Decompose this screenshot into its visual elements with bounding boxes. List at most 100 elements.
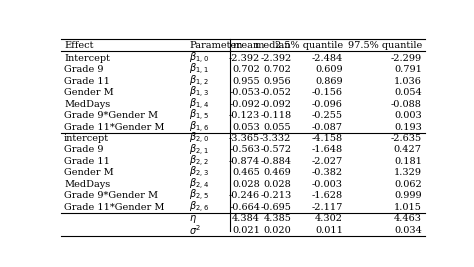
Text: -0.246: -0.246 xyxy=(229,191,260,200)
Text: 0.999: 0.999 xyxy=(394,191,422,200)
Text: MedDays: MedDays xyxy=(64,100,110,109)
Text: $\sigma^2$: $\sigma^2$ xyxy=(189,223,201,237)
Text: 0.028: 0.028 xyxy=(232,180,260,189)
Text: -1.628: -1.628 xyxy=(312,191,343,200)
Text: 0.054: 0.054 xyxy=(394,88,422,97)
Text: Gender M: Gender M xyxy=(64,88,114,97)
Text: 0.055: 0.055 xyxy=(264,123,292,132)
Text: 4.384: 4.384 xyxy=(232,214,260,223)
Text: -2.484: -2.484 xyxy=(311,54,343,63)
Text: 0.020: 0.020 xyxy=(264,226,292,235)
Text: $\beta_{1,5}$: $\beta_{1,5}$ xyxy=(189,108,209,123)
Text: -0.123: -0.123 xyxy=(229,111,260,120)
Text: 0.011: 0.011 xyxy=(315,226,343,235)
Text: 0.956: 0.956 xyxy=(264,77,292,86)
Text: $\beta_{1,2}$: $\beta_{1,2}$ xyxy=(189,74,209,89)
Text: 0.053: 0.053 xyxy=(232,123,260,132)
Text: $\beta_{2,2}$: $\beta_{2,2}$ xyxy=(189,154,209,169)
Text: -0.052: -0.052 xyxy=(260,88,292,97)
Text: Gender M: Gender M xyxy=(64,168,114,177)
Text: $\beta_{1,6}$: $\beta_{1,6}$ xyxy=(189,120,209,135)
Text: -0.088: -0.088 xyxy=(391,100,422,109)
Text: -4.158: -4.158 xyxy=(312,134,343,143)
Text: 0.609: 0.609 xyxy=(315,65,343,74)
Text: 4.385: 4.385 xyxy=(264,214,292,223)
Text: 0.062: 0.062 xyxy=(394,180,422,189)
Text: $\beta_{2,3}$: $\beta_{2,3}$ xyxy=(189,165,209,180)
Text: -2.392: -2.392 xyxy=(229,54,260,63)
Text: Grade 9: Grade 9 xyxy=(64,146,103,155)
Text: -2.635: -2.635 xyxy=(391,134,422,143)
Text: -0.664: -0.664 xyxy=(229,203,260,212)
Text: -0.096: -0.096 xyxy=(312,100,343,109)
Text: 1.036: 1.036 xyxy=(394,77,422,86)
Text: -0.156: -0.156 xyxy=(312,88,343,97)
Text: -3.365: -3.365 xyxy=(229,134,260,143)
Text: -0.884: -0.884 xyxy=(260,157,292,166)
Text: -3.332: -3.332 xyxy=(260,134,292,143)
Text: Grade 11: Grade 11 xyxy=(64,77,110,86)
Text: 4.302: 4.302 xyxy=(315,214,343,223)
Text: 0.193: 0.193 xyxy=(394,123,422,132)
Text: -0.255: -0.255 xyxy=(312,111,343,120)
Text: 1.015: 1.015 xyxy=(394,203,422,212)
Text: Parameter: Parameter xyxy=(189,41,241,50)
Text: -0.213: -0.213 xyxy=(260,191,292,200)
Text: Grade 9: Grade 9 xyxy=(64,65,103,74)
Text: -0.572: -0.572 xyxy=(260,146,292,155)
Text: Grade 9*Gender M: Grade 9*Gender M xyxy=(64,111,158,120)
Text: -0.092: -0.092 xyxy=(229,100,260,109)
Text: Grade 9*Gender M: Grade 9*Gender M xyxy=(64,191,158,200)
Text: MedDays: MedDays xyxy=(64,180,110,189)
Text: $\beta_{2,6}$: $\beta_{2,6}$ xyxy=(189,200,209,215)
Text: 0.003: 0.003 xyxy=(394,111,422,120)
Text: 0.469: 0.469 xyxy=(264,168,292,177)
Text: 0.465: 0.465 xyxy=(232,168,260,177)
Text: mean: mean xyxy=(233,41,260,50)
Text: $\beta_{2,1}$: $\beta_{2,1}$ xyxy=(189,143,209,158)
Text: 0.181: 0.181 xyxy=(394,157,422,166)
Text: -0.087: -0.087 xyxy=(312,123,343,132)
Text: Grade 11*Gender M: Grade 11*Gender M xyxy=(64,203,164,212)
Text: 1.329: 1.329 xyxy=(394,168,422,177)
Text: -0.092: -0.092 xyxy=(260,100,292,109)
Text: $\beta_{1,0}$: $\beta_{1,0}$ xyxy=(189,51,209,66)
Text: $\beta_{1,3}$: $\beta_{1,3}$ xyxy=(189,85,209,100)
Text: -2.027: -2.027 xyxy=(311,157,343,166)
Text: -0.874: -0.874 xyxy=(229,157,260,166)
Text: 0.702: 0.702 xyxy=(264,65,292,74)
Text: 0.791: 0.791 xyxy=(394,65,422,74)
Text: Grade 11: Grade 11 xyxy=(64,157,110,166)
Text: -2.392: -2.392 xyxy=(260,54,292,63)
Text: -0.053: -0.053 xyxy=(229,88,260,97)
Text: $\beta_{2,4}$: $\beta_{2,4}$ xyxy=(189,177,209,192)
Text: $\beta_{1,4}$: $\beta_{1,4}$ xyxy=(189,97,209,112)
Text: $\beta_{2,0}$: $\beta_{2,0}$ xyxy=(189,131,209,146)
Text: intercept: intercept xyxy=(64,134,109,143)
Text: 0.702: 0.702 xyxy=(232,65,260,74)
Text: 0.021: 0.021 xyxy=(232,226,260,235)
Text: 0.427: 0.427 xyxy=(394,146,422,155)
Text: 97.5% quantile: 97.5% quantile xyxy=(347,41,422,50)
Text: -0.563: -0.563 xyxy=(229,146,260,155)
Text: Effect: Effect xyxy=(64,41,93,50)
Text: $\beta_{1,1}$: $\beta_{1,1}$ xyxy=(189,62,209,77)
Text: -0.118: -0.118 xyxy=(260,111,292,120)
Text: 0.869: 0.869 xyxy=(315,77,343,86)
Text: median: median xyxy=(255,41,292,50)
Text: -0.382: -0.382 xyxy=(312,168,343,177)
Text: -0.003: -0.003 xyxy=(312,180,343,189)
Text: 4.463: 4.463 xyxy=(394,214,422,223)
Text: Intercept: Intercept xyxy=(64,54,110,63)
Text: $\beta_{2,5}$: $\beta_{2,5}$ xyxy=(189,188,209,203)
Text: $\eta$: $\eta$ xyxy=(189,213,197,225)
Text: -2.299: -2.299 xyxy=(391,54,422,63)
Text: 0.028: 0.028 xyxy=(264,180,292,189)
Text: 2.5% quantile: 2.5% quantile xyxy=(275,41,343,50)
Text: -2.117: -2.117 xyxy=(311,203,343,212)
Text: Grade 11*Gender M: Grade 11*Gender M xyxy=(64,123,164,132)
Text: 0.034: 0.034 xyxy=(394,226,422,235)
Text: -1.648: -1.648 xyxy=(312,146,343,155)
Text: -0.695: -0.695 xyxy=(261,203,292,212)
Text: 0.955: 0.955 xyxy=(233,77,260,86)
